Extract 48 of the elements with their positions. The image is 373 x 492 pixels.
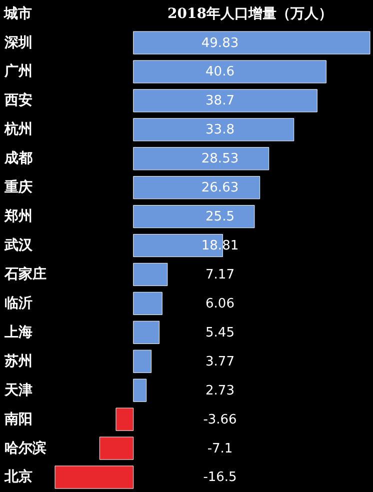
bar	[133, 350, 152, 373]
y-tick-label: 深圳	[4, 34, 32, 51]
data-label: 5.45	[206, 325, 234, 340]
data-label: 3.77	[206, 354, 234, 370]
bar	[133, 89, 318, 112]
y-tick-label: 郑州	[4, 208, 32, 225]
bar	[133, 176, 260, 200]
y-tick-label: 北京	[4, 468, 32, 486]
data-label: 33.8	[206, 122, 234, 138]
bar	[133, 378, 147, 402]
y-tick-label: 成都	[4, 150, 32, 167]
data-label: 2.73	[206, 383, 234, 398]
bar	[133, 262, 168, 286]
bar	[133, 31, 370, 54]
data-label: -7.1	[207, 441, 233, 456]
data-label: -3.66	[203, 412, 237, 428]
bar	[133, 60, 326, 84]
y-tick-label: 石家庄	[4, 265, 46, 282]
bar	[133, 118, 294, 142]
y-axis-title: 城市	[3, 5, 32, 22]
y-tick-label: 重庆	[4, 178, 32, 196]
data-label: 6.06	[206, 296, 234, 312]
data-label: 40.6	[206, 64, 234, 80]
data-label: 26.63	[201, 180, 239, 196]
chart-title: 2018年人口增量（万人）	[168, 6, 332, 22]
bar	[133, 292, 162, 315]
y-tick-label: 苏州	[4, 353, 32, 370]
y-tick-label: 南阳	[4, 411, 32, 428]
y-tick-label: 西安	[4, 92, 32, 109]
data-label: 25.5	[206, 210, 234, 225]
y-tick-label: 广州	[4, 62, 32, 80]
y-tick-label: 临沂	[4, 295, 32, 312]
y-tick-label: 上海	[4, 324, 32, 340]
data-label: 49.83	[201, 36, 239, 51]
y-tick-label: 天津	[4, 382, 32, 398]
bar	[54, 466, 134, 489]
data-label: -16.5	[203, 470, 237, 486]
data-label: 7.17	[206, 267, 234, 282]
y-tick-label: 哈尔滨	[4, 439, 46, 456]
bar	[133, 147, 270, 170]
bar	[133, 320, 160, 344]
y-tick-label: 杭州	[4, 120, 32, 138]
bar	[116, 408, 134, 431]
bar	[133, 205, 255, 228]
y-tick-label: 武汉	[4, 238, 34, 254]
data-label: 38.7	[206, 94, 234, 109]
data-label: 28.53	[201, 152, 239, 167]
bar	[99, 436, 134, 460]
